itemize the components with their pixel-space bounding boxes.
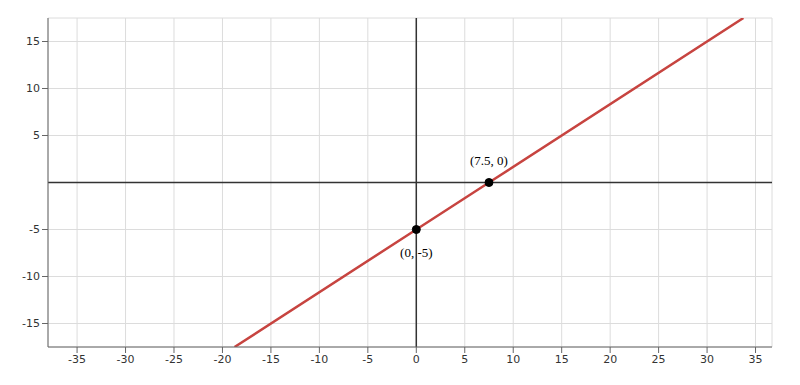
svg-text:-20: -20: [213, 353, 231, 366]
svg-text:15: 15: [555, 353, 569, 366]
svg-text:(7.5, 0): (7.5, 0): [470, 153, 508, 168]
svg-text:20: 20: [603, 353, 617, 366]
svg-text:15: 15: [26, 35, 40, 48]
svg-text:-35: -35: [68, 353, 86, 366]
svg-text:-10: -10: [310, 353, 328, 366]
svg-text:5: 5: [461, 353, 468, 366]
svg-text:-15: -15: [22, 317, 40, 330]
svg-text:0: 0: [413, 353, 420, 366]
svg-text:10: 10: [26, 82, 40, 95]
svg-text:-25: -25: [165, 353, 183, 366]
svg-text:-10: -10: [22, 270, 40, 283]
svg-text:-30: -30: [117, 353, 135, 366]
svg-text:(0, -5): (0, -5): [400, 245, 433, 260]
svg-text:-5: -5: [29, 223, 40, 236]
svg-text:-15: -15: [262, 353, 280, 366]
svg-text:-5: -5: [362, 353, 373, 366]
svg-text:30: 30: [700, 353, 714, 366]
svg-text:25: 25: [652, 353, 666, 366]
svg-text:5: 5: [33, 129, 40, 142]
svg-text:10: 10: [506, 353, 520, 366]
svg-text:35: 35: [749, 353, 763, 366]
